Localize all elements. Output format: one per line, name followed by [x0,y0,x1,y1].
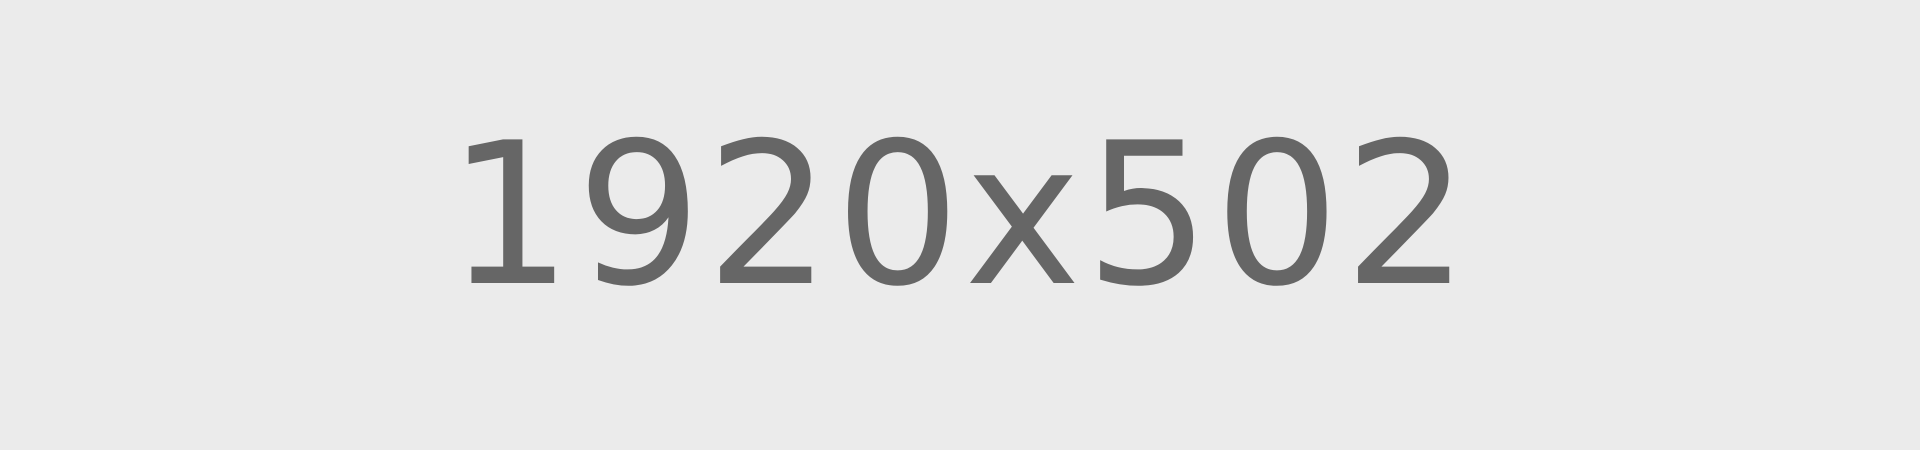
placeholder-dimensions-label: 1920x502 [447,100,1473,330]
